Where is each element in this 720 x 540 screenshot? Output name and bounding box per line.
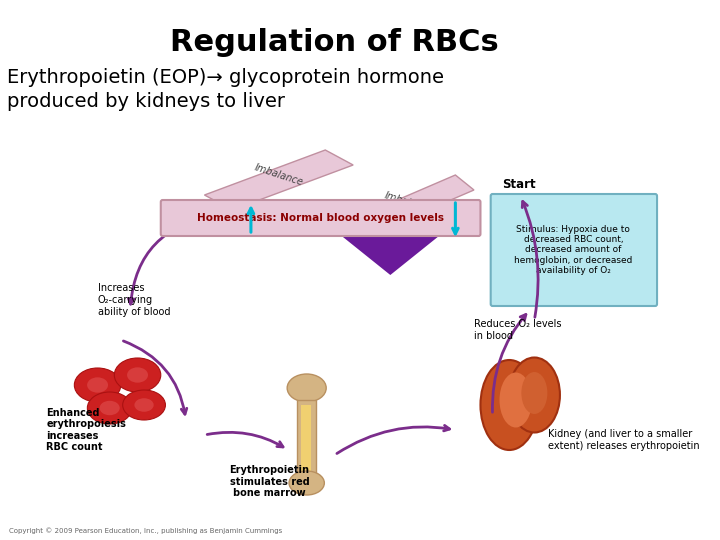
Text: Erythropoietin (EOP)→ glycoprotein hormone: Erythropoietin (EOP)→ glycoprotein hormo… <box>7 68 444 87</box>
Polygon shape <box>204 150 353 210</box>
Ellipse shape <box>99 401 120 415</box>
Ellipse shape <box>74 368 121 402</box>
Ellipse shape <box>114 358 161 392</box>
Ellipse shape <box>289 471 324 495</box>
Ellipse shape <box>87 377 108 393</box>
Text: Reduces O₂ levels
in blood: Reduces O₂ levels in blood <box>474 319 562 341</box>
Text: Stimulus: Hypoxia due to
decreased RBC count,
decreased amount of
hemoglobin, or: Stimulus: Hypoxia due to decreased RBC c… <box>514 225 633 275</box>
Ellipse shape <box>509 357 560 433</box>
Ellipse shape <box>122 390 166 420</box>
Ellipse shape <box>287 374 326 402</box>
Text: Copyright © 2009 Pearson Education, Inc., publishing as Benjamin Cummings: Copyright © 2009 Pearson Education, Inc.… <box>9 528 282 534</box>
Text: Start: Start <box>502 178 536 191</box>
Bar <box>297 400 316 480</box>
Text: Imbalance: Imbalance <box>253 163 305 187</box>
Text: produced by kidneys to liver: produced by kidneys to liver <box>7 92 285 111</box>
Ellipse shape <box>135 399 153 411</box>
Text: Increases
O₂-carrying
ability of blood: Increases O₂-carrying ability of blood <box>98 284 170 316</box>
FancyBboxPatch shape <box>161 200 480 236</box>
Text: Imbalance: Imbalance <box>383 191 435 215</box>
FancyBboxPatch shape <box>491 194 657 306</box>
Polygon shape <box>339 175 474 240</box>
Text: Enhanced
erythropoiesis
increases
RBC count: Enhanced erythropoiesis increases RBC co… <box>47 408 126 453</box>
Ellipse shape <box>521 372 547 414</box>
Bar <box>301 405 311 475</box>
Text: Erythropoietin
stimulates red
bone marrow: Erythropoietin stimulates red bone marro… <box>230 465 310 498</box>
Ellipse shape <box>480 360 538 450</box>
Ellipse shape <box>500 373 532 428</box>
Ellipse shape <box>127 367 148 383</box>
Text: Kidney (and liver to a smaller
extent) releases erythropoietin: Kidney (and liver to a smaller extent) r… <box>549 429 700 451</box>
Polygon shape <box>339 234 441 275</box>
Text: Regulation of RBCs: Regulation of RBCs <box>170 28 499 57</box>
Text: Homeostasis: Normal blood oxygen levels: Homeostasis: Normal blood oxygen levels <box>197 213 444 223</box>
Ellipse shape <box>87 392 132 424</box>
